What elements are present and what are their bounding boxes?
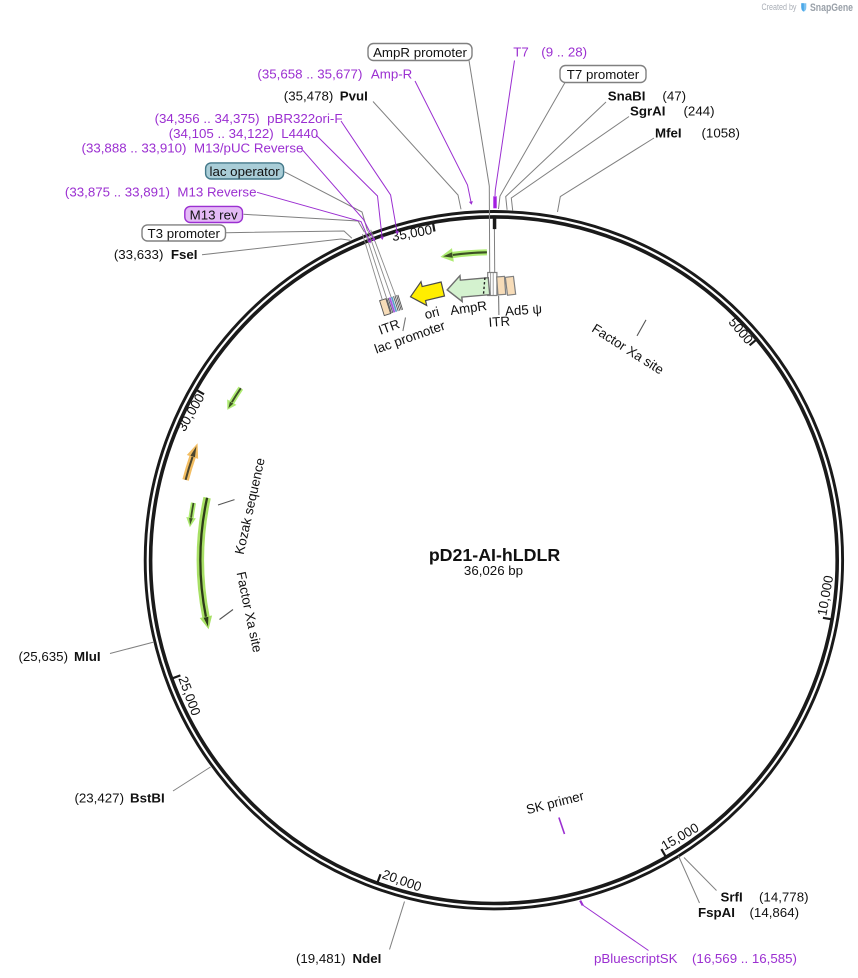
svg-text:SnaBI: SnaBI bbox=[608, 89, 646, 104]
svg-text:(14,778): (14,778) bbox=[759, 890, 809, 905]
svg-text:(33,888 .. 33,910): (33,888 .. 33,910) bbox=[82, 140, 187, 155]
svg-text:Factor Xa site: Factor Xa site bbox=[589, 321, 666, 378]
svg-text:AmpR promoter: AmpR promoter bbox=[373, 45, 467, 60]
svg-text:pD21-AI-hLDLR: pD21-AI-hLDLR bbox=[429, 545, 561, 565]
svg-text:pBR322ori-F: pBR322ori-F bbox=[267, 111, 342, 126]
svg-text:Factor Xa site: Factor Xa site bbox=[234, 570, 266, 653]
svg-text:(33,633): (33,633) bbox=[114, 247, 164, 262]
svg-text:Amp-R: Amp-R bbox=[371, 67, 412, 82]
svg-text:BstBI: BstBI bbox=[130, 791, 165, 806]
svg-text:(23,427): (23,427) bbox=[74, 791, 124, 806]
svg-text:NdeI: NdeI bbox=[353, 951, 382, 966]
svg-text:ITR: ITR bbox=[488, 313, 510, 329]
svg-text:ori: ori bbox=[423, 304, 441, 322]
svg-text:FspAI: FspAI bbox=[698, 905, 735, 920]
svg-text:(19,481): (19,481) bbox=[296, 951, 346, 966]
svg-text:36,026 bp: 36,026 bp bbox=[464, 563, 523, 578]
svg-text:MfeI: MfeI bbox=[655, 126, 682, 141]
svg-text:M13 Reverse: M13 Reverse bbox=[177, 185, 256, 200]
svg-text:M13/pUC Reverse: M13/pUC Reverse bbox=[194, 140, 303, 155]
svg-text:Created by: Created by bbox=[762, 2, 797, 13]
svg-text:FseI: FseI bbox=[171, 247, 198, 262]
svg-text:(35,478): (35,478) bbox=[284, 89, 334, 104]
svg-text:SnapGene: SnapGene bbox=[810, 2, 853, 14]
svg-text:35,000: 35,000 bbox=[391, 222, 434, 244]
svg-text:M13 rev: M13 rev bbox=[190, 207, 238, 222]
svg-text:(16,569 .. 16,585): (16,569 .. 16,585) bbox=[692, 951, 797, 966]
svg-text:Ad5 ψ: Ad5 ψ bbox=[505, 301, 543, 319]
svg-text:(34,105 .. 34,122): (34,105 .. 34,122) bbox=[169, 126, 274, 141]
svg-text:SgrAI: SgrAI bbox=[630, 104, 665, 119]
svg-text:(35,658 .. 35,677): (35,658 .. 35,677) bbox=[257, 67, 362, 82]
svg-text:ITR: ITR bbox=[376, 316, 401, 337]
svg-text:L4440: L4440 bbox=[281, 126, 318, 141]
svg-text:5000: 5000 bbox=[726, 315, 757, 347]
svg-text:SK primer: SK primer bbox=[525, 788, 587, 817]
svg-text:(1058): (1058) bbox=[702, 126, 740, 141]
svg-text:MluI: MluI bbox=[74, 649, 101, 664]
svg-text:Kozak sequence: Kozak sequence bbox=[232, 456, 268, 555]
svg-text:lac operator: lac operator bbox=[209, 164, 280, 179]
svg-text:SrfI: SrfI bbox=[721, 890, 743, 905]
svg-text:pBluescriptSK: pBluescriptSK bbox=[594, 951, 678, 966]
svg-text:(14,864): (14,864) bbox=[750, 905, 800, 920]
svg-text:T7 promoter: T7 promoter bbox=[567, 67, 640, 82]
svg-text:(47): (47) bbox=[662, 89, 686, 104]
svg-text:(9 .. 28): (9 .. 28) bbox=[541, 45, 587, 60]
svg-text:(25,635): (25,635) bbox=[18, 649, 68, 664]
svg-text:AmpR: AmpR bbox=[449, 298, 488, 318]
svg-text:(34,356 .. 34,375): (34,356 .. 34,375) bbox=[155, 111, 260, 126]
svg-text:(244): (244) bbox=[684, 104, 715, 119]
svg-text:T3 promoter: T3 promoter bbox=[148, 226, 221, 241]
svg-text:10,000: 10,000 bbox=[814, 574, 836, 617]
svg-text:PvuI: PvuI bbox=[340, 89, 368, 104]
svg-text:(33,875 .. 33,891): (33,875 .. 33,891) bbox=[65, 185, 170, 200]
svg-text:T7: T7 bbox=[513, 45, 529, 60]
